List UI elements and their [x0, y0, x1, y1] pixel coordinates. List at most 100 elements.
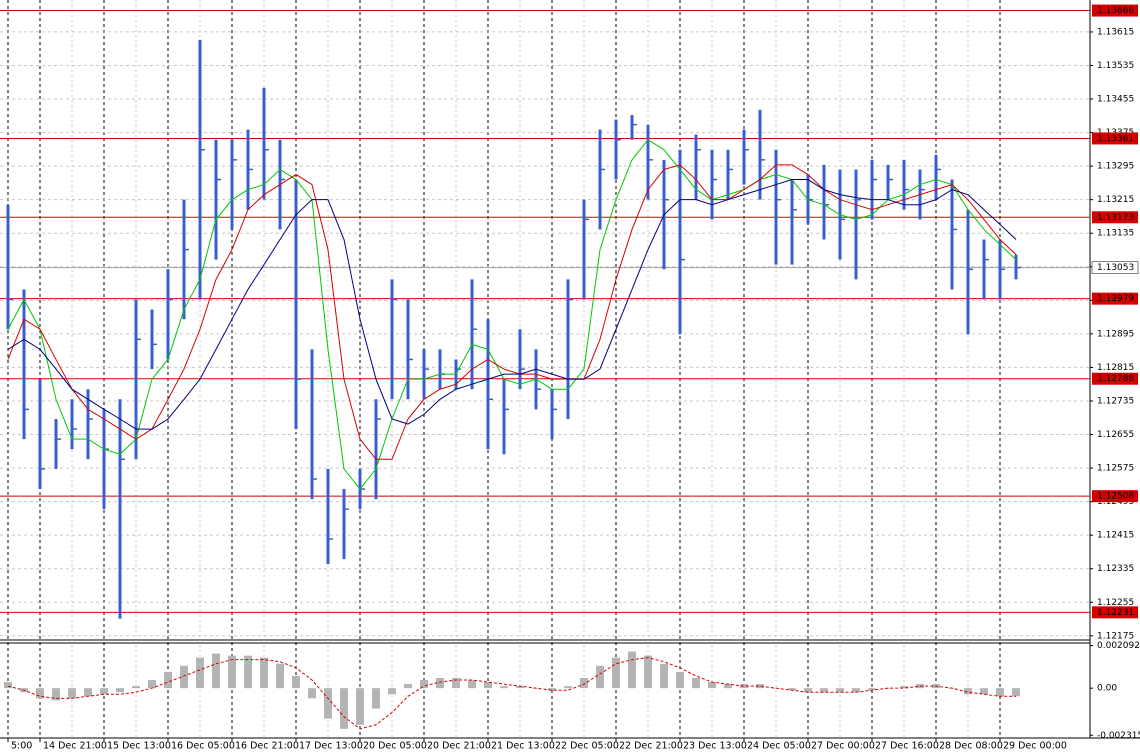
level-label-box — [1092, 292, 1138, 305]
oscillator-bar — [804, 688, 812, 693]
oscillator-bar — [356, 688, 364, 725]
x-tick-label: 16 Dec 05:00 — [171, 741, 235, 752]
oscillator-bar — [148, 680, 156, 689]
x-tick-label: 21 Dec 13:00 — [491, 741, 555, 752]
y-tick-label: 1.12735 — [1097, 396, 1134, 406]
x-tick-label: 28 Dec 08:00 — [939, 741, 1003, 752]
x-tick-label: 22 Dec 21:00 — [619, 741, 683, 752]
level-label-box — [1092, 132, 1138, 145]
oscillator-bar — [420, 680, 428, 689]
signal-line — [7, 657, 1016, 730]
oscillator-bar — [260, 657, 268, 689]
level-label: 1.13666 — [1097, 6, 1134, 16]
level-label: 1.12231 — [1097, 608, 1134, 618]
oscillator-bar — [996, 688, 1004, 697]
oscillator-bar — [340, 688, 348, 729]
oscillator-bar — [244, 655, 252, 689]
level-label: 1.12979 — [1097, 294, 1134, 304]
oscillator-bar — [436, 677, 444, 689]
y-tick-label: 1.13295 — [1097, 162, 1134, 172]
level-label-box — [1092, 606, 1138, 619]
price-label: 1.13053 — [1097, 263, 1134, 273]
x-tick-label: 5:00 — [11, 741, 32, 752]
oscillator-bar — [740, 684, 748, 689]
level-label: 1.13361 — [1097, 134, 1134, 144]
x-tick-label: 22 Dec 05:00 — [555, 741, 619, 752]
oscillator-bar — [308, 688, 316, 699]
oscillator-bar — [324, 688, 332, 719]
level-label-box — [1092, 372, 1138, 385]
oscillator-bar — [484, 682, 492, 689]
oscillator-bar — [580, 677, 588, 689]
oscillator-bar — [980, 688, 988, 695]
oscillator-bar — [212, 653, 220, 689]
oscillator-bar — [820, 688, 828, 693]
oscillator-bar — [164, 671, 172, 689]
oscillator-bar — [676, 671, 684, 689]
moving-average — [7, 179, 1017, 430]
level-label-box — [1092, 4, 1138, 17]
oscillator-bar — [52, 688, 60, 701]
oscillator-bar — [452, 677, 460, 689]
oscillator-bar — [404, 684, 412, 689]
y-tick-label: 1.12255 — [1097, 598, 1134, 608]
x-tick-label: 24 Dec 05:00 — [747, 741, 811, 752]
oscillator-bar — [84, 688, 92, 697]
x-tick-label: 15 Dec 13:00 — [107, 741, 171, 752]
y-tick-label: 1.12335 — [1097, 564, 1134, 574]
oscillator-bar — [868, 688, 876, 691]
oscillator-bar — [4, 682, 12, 689]
oscillator-bar — [916, 684, 924, 689]
oscillator-bar — [468, 680, 476, 689]
y-tick-label: -0.002315 — [1097, 731, 1140, 741]
x-tick-label: 23 Dec 13:00 — [683, 741, 747, 752]
oscillator-bar — [196, 657, 204, 689]
x-tick-label: 16 Dec 21:00 — [235, 741, 299, 752]
oscillator-bar — [788, 688, 796, 691]
oscillator-bar — [100, 688, 108, 695]
moving-average — [7, 139, 1017, 490]
x-tick-label: 17 Dec 13:00 — [299, 741, 363, 752]
y-tick-label: 0.002092 — [1097, 641, 1140, 651]
oscillator-bar — [596, 665, 604, 689]
oscillator-bar — [276, 663, 284, 689]
oscillator-bar — [836, 688, 844, 693]
y-tick-label: 1.12415 — [1097, 531, 1134, 541]
y-tick-label: 1.12575 — [1097, 464, 1134, 474]
oscillator-bar — [644, 655, 652, 689]
oscillator-bar — [132, 686, 140, 689]
oscillator-bar — [724, 684, 732, 689]
oscillator-bar — [372, 688, 380, 709]
level-label: 1.12788 — [1097, 374, 1134, 384]
oscillator-bar — [564, 686, 572, 689]
moving-average — [7, 164, 1017, 460]
x-tick-label: 20 Dec 21:00 — [427, 741, 491, 752]
level-label-box — [1092, 211, 1138, 224]
oscillator-bar — [756, 684, 764, 689]
y-tick-label: 1.13135 — [1097, 229, 1134, 239]
oscillator-bar — [388, 688, 396, 695]
oscillator-bar — [964, 688, 972, 695]
oscillator-bar — [1012, 688, 1020, 697]
oscillator-bar — [500, 686, 508, 689]
oscillator-bar — [852, 688, 860, 693]
oscillator-bar — [516, 686, 524, 689]
y-tick-label: 1.12655 — [1097, 430, 1134, 440]
x-tick-label: 14 Dec 21:00 — [43, 741, 107, 752]
x-tick-label: 27 Dec 16:00 — [875, 741, 939, 752]
y-tick-label: 1.13455 — [1097, 95, 1134, 105]
oscillator-bar — [660, 663, 668, 689]
y-tick-label: 1.13615 — [1097, 27, 1134, 37]
oscillator-bar — [708, 682, 716, 689]
oscillator-bar — [612, 657, 620, 689]
x-tick-label: 27 Dec 00:00 — [811, 741, 875, 752]
y-tick-label: 1.12895 — [1097, 329, 1134, 339]
oscillator-bar — [628, 651, 636, 689]
oscillator-bar — [228, 655, 236, 689]
oscillator-bar — [692, 677, 700, 689]
oscillator-bar — [36, 688, 44, 699]
x-tick-label: 20 Dec 05:00 — [363, 741, 427, 752]
oscillator-bar — [68, 688, 76, 699]
